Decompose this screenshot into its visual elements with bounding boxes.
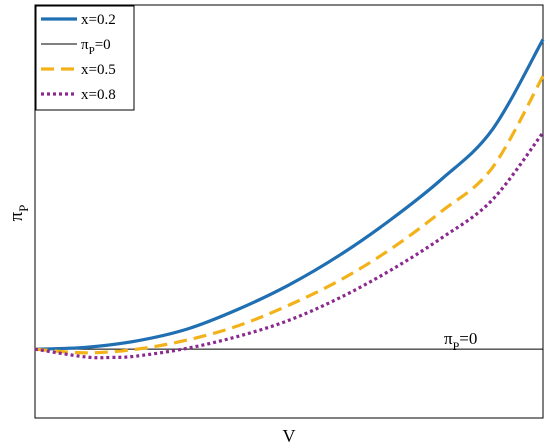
legend-label: x=0.5 bbox=[81, 62, 116, 78]
legend: x=0.2 πP=0 x=0.5 x=0.8 bbox=[35, 5, 135, 111]
series-line-x-0-8 bbox=[34, 131, 545, 360]
legend-label: x=0.2 bbox=[81, 12, 116, 28]
x-axis-label: V bbox=[283, 426, 296, 446]
legend-label: x=0.8 bbox=[81, 87, 116, 103]
series-layer bbox=[34, 38, 545, 360]
series-line-x-0-5 bbox=[34, 75, 545, 355]
legend-label: πP=0 bbox=[81, 37, 111, 57]
y-axis-label: πP bbox=[6, 205, 31, 222]
legend-box bbox=[35, 5, 135, 111]
zero-line-annotation: πP=0 bbox=[444, 329, 477, 353]
legend-items: x=0.2 πP=0 x=0.5 x=0.8 bbox=[41, 12, 116, 103]
series-line-x-0-2 bbox=[34, 38, 545, 351]
